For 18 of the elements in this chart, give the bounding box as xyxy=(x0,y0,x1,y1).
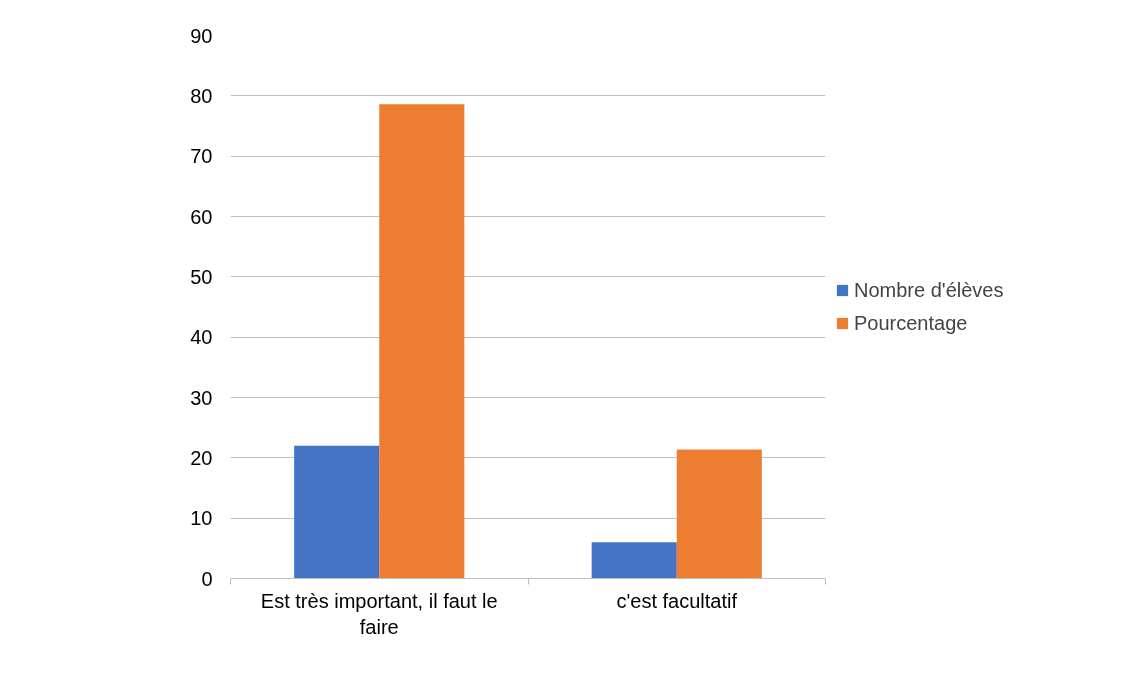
legend-label: Pourcentage xyxy=(854,311,968,335)
x-tick-label: Est très important, il faut le faire xyxy=(260,589,498,638)
y-tick-label: 90 xyxy=(190,24,213,47)
y-tick-label: 30 xyxy=(190,386,213,409)
y-tick-label: 50 xyxy=(190,265,213,288)
x-tick-label: c'est facultatif xyxy=(616,589,738,612)
bar xyxy=(379,104,465,579)
bar xyxy=(676,449,762,579)
y-tick-label: 40 xyxy=(190,326,213,349)
y-tick-label: 80 xyxy=(190,84,213,107)
y-tick-label: 20 xyxy=(190,446,213,469)
y-tick-label: 60 xyxy=(190,205,213,228)
legend-label: Nombre d'élèves xyxy=(854,278,1004,302)
y-tick-label: 70 xyxy=(190,145,213,168)
bar xyxy=(294,445,380,579)
bar xyxy=(591,542,677,579)
y-tick-label: 0 xyxy=(201,567,213,590)
y-tick-label: 10 xyxy=(190,507,213,530)
